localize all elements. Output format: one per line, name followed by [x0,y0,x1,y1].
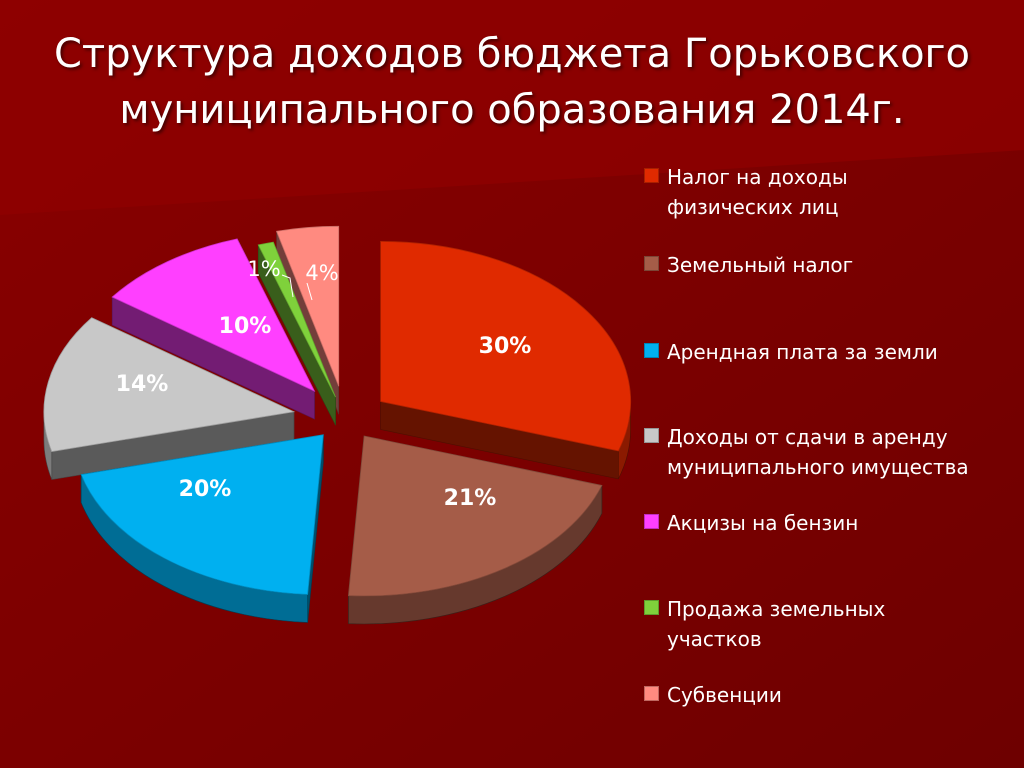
legend-item-fuel-excise: Акцизы на бензин [644,508,1014,538]
legend-item-subventions: Субвенции [644,680,1014,710]
data-label-subventions: 4% [305,261,338,285]
legend-label: Акцизы на бензин [667,511,859,535]
pie-slice-land-tax [347,435,603,597]
legend-label: Субвенции [667,683,782,707]
legend-label: участков [667,627,762,651]
legend-swatch [644,428,659,443]
legend-item-land-sale: Продажа земельных участков [644,594,1014,654]
legend-swatch [644,514,659,529]
data-label-income-tax: 30% [479,334,532,359]
legend-label: Арендная плата за земли [667,340,938,364]
data-label-property-rent: 14% [116,372,169,397]
legend-item-property-rent: Доходы от сдачи в аренду муниципального … [644,422,1014,482]
legend-label: Доходы от сдачи в аренду [667,425,948,449]
legend-label: Земельный налог [667,253,854,277]
legend-item-land-rent: Арендная плата за земли [644,337,1014,367]
legend-label: Продажа земельных [667,597,886,621]
slide-title-line-2: муниципального образования 2014г. [119,87,905,133]
slide-title-line-1: Структура доходов бюджета Горьковского [53,31,971,77]
legend-label: физических лиц [667,195,839,219]
data-label-fuel-excise: 10% [219,314,272,339]
pie-slice-property-rent [43,317,296,453]
legend-swatch [644,686,659,701]
leader-line-subventions [306,282,313,301]
legend-label: Налог на доходы [667,165,848,189]
pie-slice-subventions [276,225,340,387]
legend-swatch [644,168,659,183]
pie-slice-income-tax [380,241,632,452]
leader-line-land-sale [281,274,294,298]
pie-slice-land-rent [80,434,324,595]
legend-swatch [644,256,659,271]
data-label-land-tax: 21% [444,486,497,511]
legend-item-land-tax: Земельный налог [644,250,1014,280]
legend-item-income-tax: Налог на доходы физических лиц [644,162,1014,222]
data-label-land-sale: 1% [247,257,280,281]
legend-swatch [644,600,659,615]
legend-label: муниципального имущества [667,455,969,479]
legend-swatch [644,343,659,358]
pie-slice-land-sale [257,241,336,398]
data-label-land-rent: 20% [179,477,232,502]
slide-title: Структура доходов бюджета Горьковского м… [0,26,1024,138]
pie-slice-fuel-excise [111,238,316,392]
